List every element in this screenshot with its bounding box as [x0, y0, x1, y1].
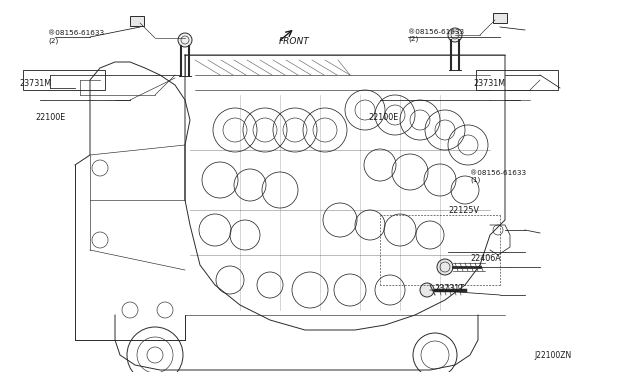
Text: 22100E: 22100E: [368, 113, 398, 122]
Text: 22100E: 22100E: [35, 113, 65, 122]
Circle shape: [437, 259, 453, 275]
Circle shape: [448, 28, 462, 42]
Text: 22406A: 22406A: [470, 254, 501, 263]
Text: ®08156-61633
(1): ®08156-61633 (1): [470, 170, 527, 183]
Text: J22100ZN: J22100ZN: [534, 351, 572, 360]
FancyBboxPatch shape: [130, 16, 144, 26]
Circle shape: [178, 33, 192, 47]
Text: 23731T: 23731T: [434, 284, 464, 293]
Text: FRONT: FRONT: [278, 37, 309, 46]
Circle shape: [420, 283, 434, 297]
Text: ®08156-61633
(2): ®08156-61633 (2): [408, 29, 465, 42]
Text: 23731M: 23731M: [474, 79, 506, 88]
Text: 23731M: 23731M: [19, 79, 51, 88]
Text: ®08156-61633
(2): ®08156-61633 (2): [48, 31, 104, 44]
Text: 22125V: 22125V: [448, 206, 479, 215]
FancyBboxPatch shape: [493, 13, 507, 23]
